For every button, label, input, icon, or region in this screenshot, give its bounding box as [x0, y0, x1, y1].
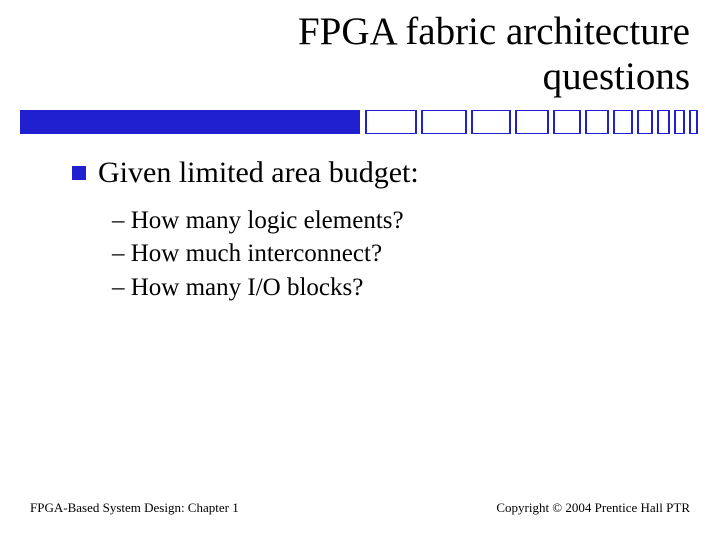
- sub-list: – How many logic elements?– How much int…: [72, 200, 680, 305]
- slide: FPGA fabric architecture questions Given…: [0, 0, 720, 540]
- footer-left: FPGA-Based System Design: Chapter 1: [30, 500, 239, 516]
- sub-item: – How much interconnect?: [112, 237, 680, 271]
- slide-title: FPGA fabric architecture questions: [0, 0, 720, 106]
- decor-bar: [20, 110, 700, 134]
- content-area: Given limited area budget: – How many lo…: [0, 134, 720, 305]
- bullet-row: Given limited area budget:: [72, 156, 680, 190]
- footer: FPGA-Based System Design: Chapter 1 Copy…: [0, 500, 720, 516]
- sub-item: – How many I/O blocks?: [112, 271, 680, 305]
- footer-right: Copyright © 2004 Prentice Hall PTR: [496, 500, 690, 516]
- square-bullet-icon: [72, 166, 86, 180]
- sub-item: – How many logic elements?: [112, 204, 680, 238]
- title-line-2: questions: [543, 55, 690, 98]
- bullet-text: Given limited area budget:: [98, 156, 419, 190]
- title-line-1: FPGA fabric architecture: [298, 10, 690, 53]
